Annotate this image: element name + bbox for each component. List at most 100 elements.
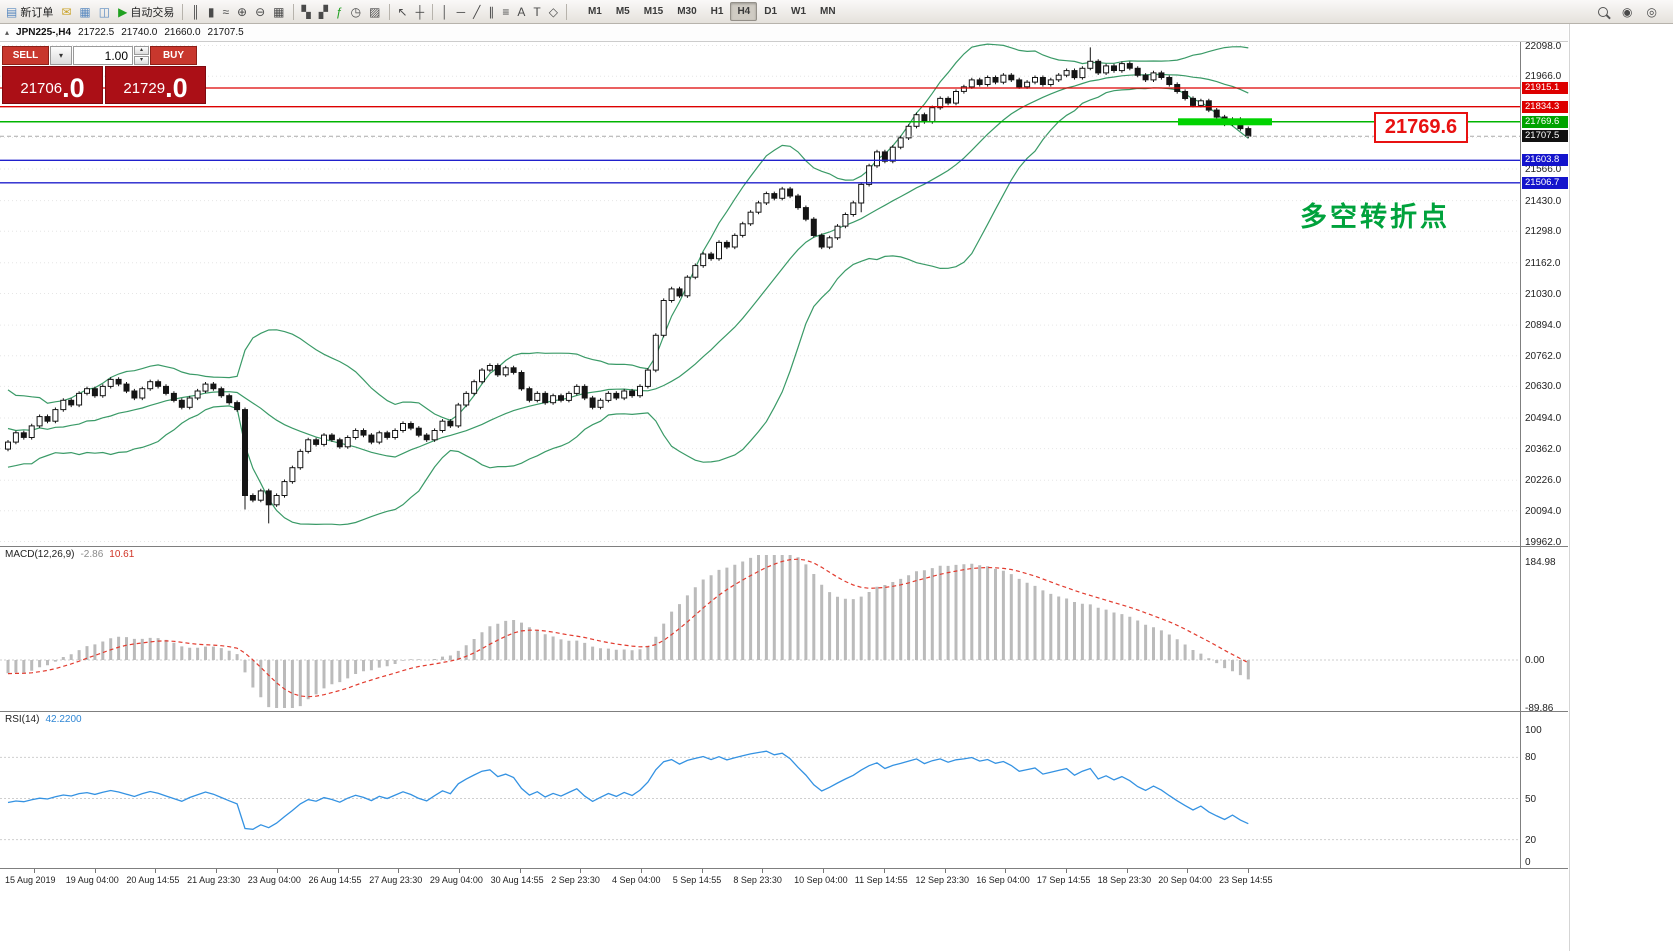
tile-windows-button[interactable]: ▚: [298, 2, 315, 22]
line-chart-mode-button[interactable]: ≈: [218, 2, 233, 22]
ohlc-low: 21660.0: [164, 27, 201, 38]
rsi-header: RSI(14) 42.2200: [5, 714, 82, 725]
macd-main-value: -2.86: [80, 549, 104, 560]
main-chart-panel[interactable]: SELL ▾ 1.00 ▴ ▾ BUY 21706.0 21729.0 2176…: [0, 42, 1520, 546]
tile-windows-icon: ▚: [301, 4, 311, 19]
text-tool-button[interactable]: A: [513, 2, 529, 22]
vertical-line-tool-icon: │: [441, 4, 449, 19]
cascade-windows-button[interactable]: ▞: [315, 2, 332, 22]
timeframe-m5-button[interactable]: M5: [615, 6, 630, 17]
toolbar-separator: [182, 3, 184, 20]
help-icon: ◎: [1646, 4, 1657, 19]
main-chart-canvas[interactable]: [0, 42, 1520, 546]
trendline-tool-icon: ╱: [473, 4, 481, 19]
channel-tool-icon: ∥: [488, 4, 495, 19]
sell-button[interactable]: SELL: [2, 46, 49, 65]
toolbar: ▤ 新订单 ✉ ▦ ◫ ▶ 自动交易 ║ ▮ ≈ ⊕ ⊖ ▦ ▚ ▞ ƒ ◷ ▨ ↖ ┼ │ ─ ╱ ∥ ≡ A T ◇ M1 M5 M1…: [0, 0, 1673, 24]
toolbar-right: ◉ ◎: [1594, 2, 1661, 22]
bar-chart-mode-button[interactable]: ║: [187, 2, 204, 22]
timeframe-m30-button[interactable]: M30: [677, 6, 697, 17]
price-tick-label: 21966.0: [1525, 71, 1562, 83]
buy-price-display[interactable]: 21729.0: [105, 66, 206, 104]
trendline-tool-button[interactable]: ╱: [469, 2, 484, 22]
time-axis[interactable]: 15 Aug 2019 19 Aug 04:00 20 Aug 14:55 21 Au…: [0, 868, 1568, 890]
timeframe-d1-button[interactable]: D1: [764, 6, 778, 17]
timeframe-w1-button[interactable]: W1: [791, 6, 807, 17]
period-selector-icon: ◷: [350, 4, 362, 19]
badge-resistance-2: 21834.3: [1522, 100, 1568, 113]
zoom-in-button[interactable]: ⊕: [233, 2, 251, 22]
timeframe-bar: M1 M5 M15 M30 H1 H4 D1 W1 MN: [581, 2, 843, 21]
timeframe-h1-button[interactable]: H1: [710, 6, 724, 17]
horizontal-line-tool-icon: ─: [456, 4, 466, 19]
sell-price-pips: .0: [62, 73, 85, 103]
label-tool-button[interactable]: T: [529, 2, 544, 22]
time-axis-tick: [216, 869, 218, 873]
indicators-list-button[interactable]: ƒ: [332, 2, 347, 22]
main-price-scale[interactable]: 22098.0 21966.0 21566.0 21430.0 21298.0 21162…: [1520, 41, 1568, 548]
search-icon: [1598, 6, 1609, 17]
horizontal-line-tool-button[interactable]: ─: [453, 2, 470, 22]
spin-up-icon[interactable]: ▴: [134, 46, 149, 55]
time-axis-tick: [883, 869, 885, 873]
price-tick-label: 21430.0: [1525, 195, 1562, 207]
rsi-canvas[interactable]: [0, 712, 1520, 868]
zoom-out-button[interactable]: ⊖: [251, 2, 269, 22]
templates-button[interactable]: ▨: [365, 2, 384, 22]
open-mail-button[interactable]: ✉: [57, 2, 75, 22]
time-axis-label: 26 Aug 14:55: [308, 875, 362, 885]
time-axis-label: 17 Sep 14:55: [1036, 875, 1091, 885]
timeframe-m15-button[interactable]: M15: [643, 6, 664, 17]
arrows-tool-button[interactable]: ◇: [545, 2, 562, 22]
timeframe-mn-button[interactable]: MN: [820, 6, 836, 17]
rsi-panel[interactable]: RSI(14) 42.2200: [0, 711, 1520, 868]
help-button[interactable]: ◎: [1643, 2, 1661, 22]
search-button[interactable]: [1594, 2, 1612, 22]
time-axis-tick: [94, 869, 96, 873]
profiles-button[interactable]: ▦: [75, 2, 94, 22]
sell-price-display[interactable]: 21706.0: [2, 66, 103, 104]
buy-button[interactable]: BUY: [150, 46, 197, 65]
profiles-icon: ▦: [79, 4, 91, 19]
channel-tool-button[interactable]: ∥: [484, 2, 498, 22]
rsi-tick-label: 50: [1525, 793, 1537, 805]
grid-toggle-button[interactable]: ▦: [269, 2, 288, 22]
new-order-button[interactable]: ▤ 新订单: [2, 2, 57, 22]
period-selector-button[interactable]: ◷: [347, 2, 365, 22]
price-callout[interactable]: 21769.6: [1374, 112, 1468, 143]
candlestick-mode-icon: ▮: [207, 4, 215, 19]
pivot-highlight-segment[interactable]: [1178, 118, 1272, 126]
zoom-out-icon: ⊖: [255, 4, 266, 19]
text-tool-icon: A: [517, 4, 526, 19]
spin-down-icon[interactable]: ▾: [134, 56, 149, 65]
community-button[interactable]: ◉: [1618, 2, 1636, 22]
data-window-button[interactable]: ◫: [95, 2, 114, 22]
vertical-line-tool-button[interactable]: │: [437, 2, 453, 22]
timeframe-h4-button[interactable]: H4: [730, 2, 758, 21]
macd-scale[interactable]: 184.98 0.00 -89.86: [1520, 546, 1568, 714]
turning-point-note[interactable]: 多空转折点: [1300, 202, 1450, 232]
cursor-tool-button[interactable]: ↖: [394, 2, 412, 22]
autotrading-button[interactable]: ▶ 自动交易: [114, 2, 178, 22]
macd-header: MACD(12,26,9) -2.86 10.61: [5, 549, 134, 560]
macd-panel[interactable]: MACD(12,26,9) -2.86 10.61: [0, 546, 1520, 711]
volume-stepper[interactable]: ▴ ▾: [134, 46, 149, 65]
rsi-scale[interactable]: 100 80 50 20 0: [1520, 711, 1568, 868]
candlestick-mode-button[interactable]: ▮: [204, 2, 219, 22]
fibonacci-tool-button[interactable]: ≡: [498, 2, 513, 22]
timeframe-m1-button[interactable]: M1: [587, 6, 602, 17]
grid-lines: [0, 45, 1520, 542]
toolbar-separator: [565, 3, 567, 20]
price-tick-label: 20094.0: [1525, 505, 1562, 517]
volume-input[interactable]: 1.00: [73, 46, 133, 65]
price-tick-label: 21566.0: [1525, 164, 1562, 175]
time-axis-label: 11 Sep 14:55: [854, 875, 908, 885]
community-icon: ◉: [1622, 4, 1633, 19]
order-type-dropdown[interactable]: ▾: [50, 46, 72, 65]
bollinger-lower-band: [7, 87, 1249, 526]
macd-canvas[interactable]: [0, 547, 1520, 711]
crosshair-tool-button[interactable]: ┼: [412, 2, 429, 22]
time-axis-label: 21 Aug 23:30: [187, 875, 241, 885]
line-chart-mode-icon: ≈: [222, 4, 230, 19]
